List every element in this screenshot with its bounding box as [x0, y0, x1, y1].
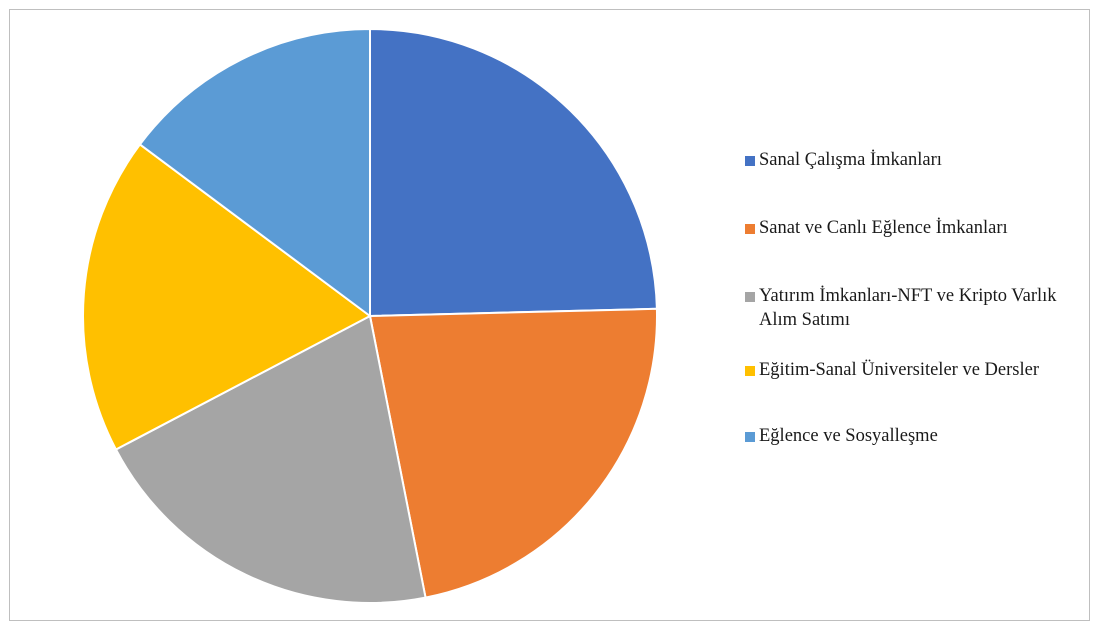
pie-slice-3: [114, 314, 427, 604]
legend-swatch: [745, 156, 755, 166]
legend-label: Yatırım İmkanları-NFT ve Kripto Varlık A…: [759, 286, 1057, 330]
legend-label: Eğlence ve Sosyalleşme: [759, 426, 938, 446]
legend-item: Eğitim-Sanal Üniversiteler ve Dersler: [745, 358, 1089, 382]
legend-item: Sanat ve Canlı Eğlence İmkanları: [745, 216, 1089, 240]
legend-item: Sanal Çalışma İmkanları: [745, 148, 1089, 172]
pie-slice-1: [369, 27, 658, 318]
legend-swatch: [745, 292, 755, 302]
pie-slice-5: [138, 27, 371, 318]
legend-item: Eğlence ve Sosyalleşme: [745, 424, 1089, 448]
legend-label: Sanat ve Canlı Eğlence İmkanları: [759, 218, 1008, 238]
pie-slice-2: [368, 307, 658, 599]
legend-swatch: [745, 224, 755, 234]
legend-swatch: [745, 366, 755, 376]
legend-label: Sanal Çalışma İmkanları: [759, 150, 942, 170]
legend-swatch: [745, 432, 755, 442]
legend-label: Eğitim-Sanal Üniversiteler ve Dersler: [759, 360, 1039, 380]
pie-slice-4: [82, 143, 372, 451]
legend-item: Yatırım İmkanları-NFT ve Kripto Varlık A…: [745, 284, 1089, 332]
